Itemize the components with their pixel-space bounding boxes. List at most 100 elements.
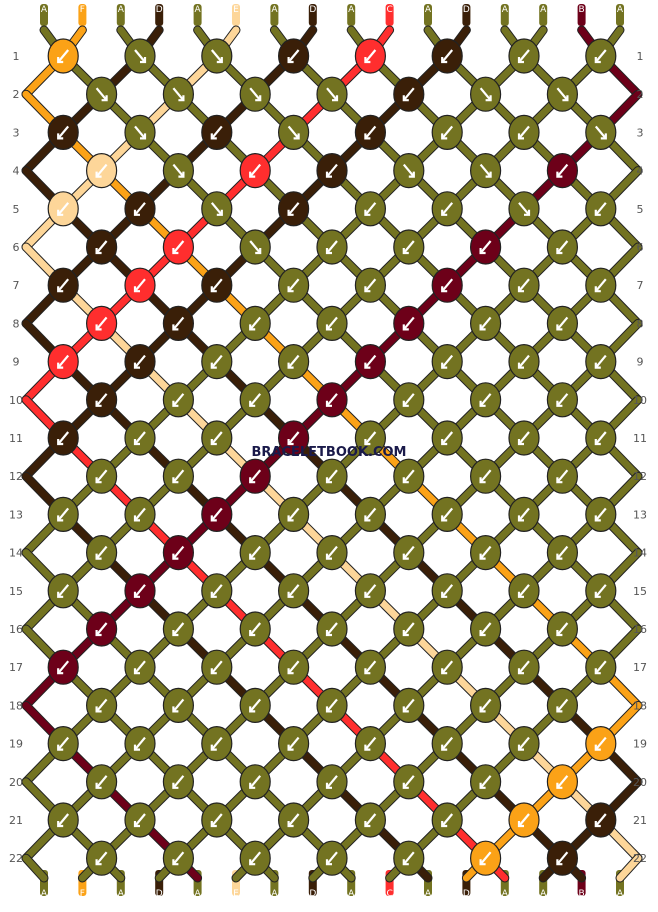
knot xyxy=(201,573,233,609)
row-number-right: 19 xyxy=(633,738,647,751)
knot xyxy=(201,191,233,227)
arrow-head-icon xyxy=(364,133,371,140)
string-label: A xyxy=(271,5,278,15)
knot xyxy=(162,229,194,265)
knot xyxy=(354,802,386,838)
arrow-icon xyxy=(172,316,185,331)
string-end xyxy=(270,4,279,26)
string-label: D xyxy=(463,889,470,899)
arrow-head-icon xyxy=(594,439,601,446)
arrow-icon xyxy=(364,49,377,63)
arrow-head-icon xyxy=(517,744,524,751)
arrow-head-icon xyxy=(517,286,524,293)
arrow-head-icon xyxy=(216,57,223,64)
knot xyxy=(431,38,463,74)
knot xyxy=(278,725,310,762)
knot xyxy=(316,229,348,265)
knot xyxy=(431,649,463,685)
arrow-head-icon xyxy=(556,324,563,331)
knot xyxy=(585,725,617,762)
arrow-icon xyxy=(441,278,454,292)
knot xyxy=(585,496,617,533)
arrow-icon xyxy=(402,469,415,483)
knot xyxy=(47,573,79,609)
arrow-icon xyxy=(57,278,70,292)
knot xyxy=(470,229,502,265)
arrow-icon xyxy=(172,698,185,713)
arrow-head-icon xyxy=(556,630,563,637)
knot xyxy=(124,344,156,380)
string-end xyxy=(308,4,317,26)
arrow-icon xyxy=(210,507,223,522)
knot xyxy=(393,611,425,647)
string-end xyxy=(78,4,87,26)
arrow-head-icon xyxy=(57,286,64,293)
knot xyxy=(85,458,118,494)
arrow-icon xyxy=(402,622,415,636)
arrow-head-icon xyxy=(172,324,179,331)
string-label: A xyxy=(617,889,624,899)
knot xyxy=(239,153,271,189)
row-number-left: 18 xyxy=(9,699,23,712)
knot xyxy=(47,649,79,685)
knot xyxy=(508,420,540,456)
knot xyxy=(546,687,579,724)
knot xyxy=(85,764,118,800)
arrow-icon xyxy=(95,469,108,483)
arrow-head-icon xyxy=(402,859,409,866)
arrow-icon xyxy=(441,736,454,751)
arrow-icon xyxy=(287,354,300,369)
knot xyxy=(546,382,579,418)
knot xyxy=(239,687,271,724)
row-number-left: 16 xyxy=(9,623,23,636)
row-number-right: 11 xyxy=(633,432,647,445)
arrow-icon xyxy=(518,125,530,140)
arrow-head-icon xyxy=(210,439,217,446)
arrow-icon xyxy=(364,813,377,827)
string-end xyxy=(424,4,432,26)
knot xyxy=(124,114,156,150)
knot xyxy=(470,305,502,341)
arrow-head-icon xyxy=(517,821,524,828)
arrow-icon xyxy=(594,736,607,751)
arrow-head-icon xyxy=(594,209,601,216)
arrow-icon xyxy=(479,698,492,713)
arrow-icon xyxy=(249,622,262,636)
arrow-icon xyxy=(402,851,415,865)
arrow-icon xyxy=(479,240,492,254)
arrow-head-icon xyxy=(364,57,371,64)
knot xyxy=(47,496,79,533)
arrow-icon xyxy=(479,775,492,789)
arrow-head-icon xyxy=(594,362,601,369)
knot xyxy=(239,76,271,112)
knot xyxy=(239,458,271,494)
arrow-icon xyxy=(556,240,569,254)
arrow-head-icon xyxy=(594,668,601,675)
arrow-head-icon xyxy=(210,133,217,140)
knot xyxy=(354,114,386,150)
arrow-icon xyxy=(210,584,223,598)
knot xyxy=(85,840,118,876)
arrow-head-icon xyxy=(133,744,140,751)
knot xyxy=(354,267,386,303)
arrow-icon xyxy=(57,49,70,63)
arrow-icon xyxy=(172,851,185,865)
arrow-icon xyxy=(364,507,377,522)
arrow-icon xyxy=(172,622,185,636)
arrow-icon xyxy=(210,278,223,292)
arrow-icon xyxy=(287,202,300,216)
arrow-head-icon xyxy=(133,515,140,522)
knot xyxy=(585,191,617,227)
arrow-icon xyxy=(57,507,70,522)
string-label: A xyxy=(195,5,202,15)
arrow-icon xyxy=(479,622,492,636)
arrow-head-icon xyxy=(517,515,524,522)
arrow-head-icon xyxy=(133,209,140,216)
knot xyxy=(201,725,233,762)
knot xyxy=(508,573,540,609)
arrow-head-icon xyxy=(332,95,339,102)
arrow-icon xyxy=(57,431,70,445)
arrow-icon xyxy=(287,507,300,522)
knot xyxy=(431,725,463,762)
string-label: A xyxy=(195,889,202,899)
